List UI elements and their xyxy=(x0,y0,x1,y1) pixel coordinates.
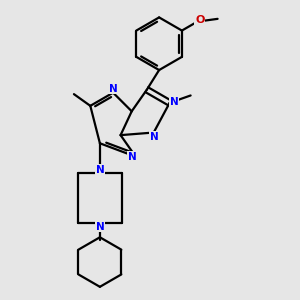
Text: N: N xyxy=(128,152,136,162)
Text: N: N xyxy=(150,132,159,142)
Text: N: N xyxy=(95,222,104,232)
Text: N: N xyxy=(95,165,104,175)
Text: N: N xyxy=(170,97,178,107)
Text: O: O xyxy=(195,15,205,25)
Text: N: N xyxy=(109,84,118,94)
